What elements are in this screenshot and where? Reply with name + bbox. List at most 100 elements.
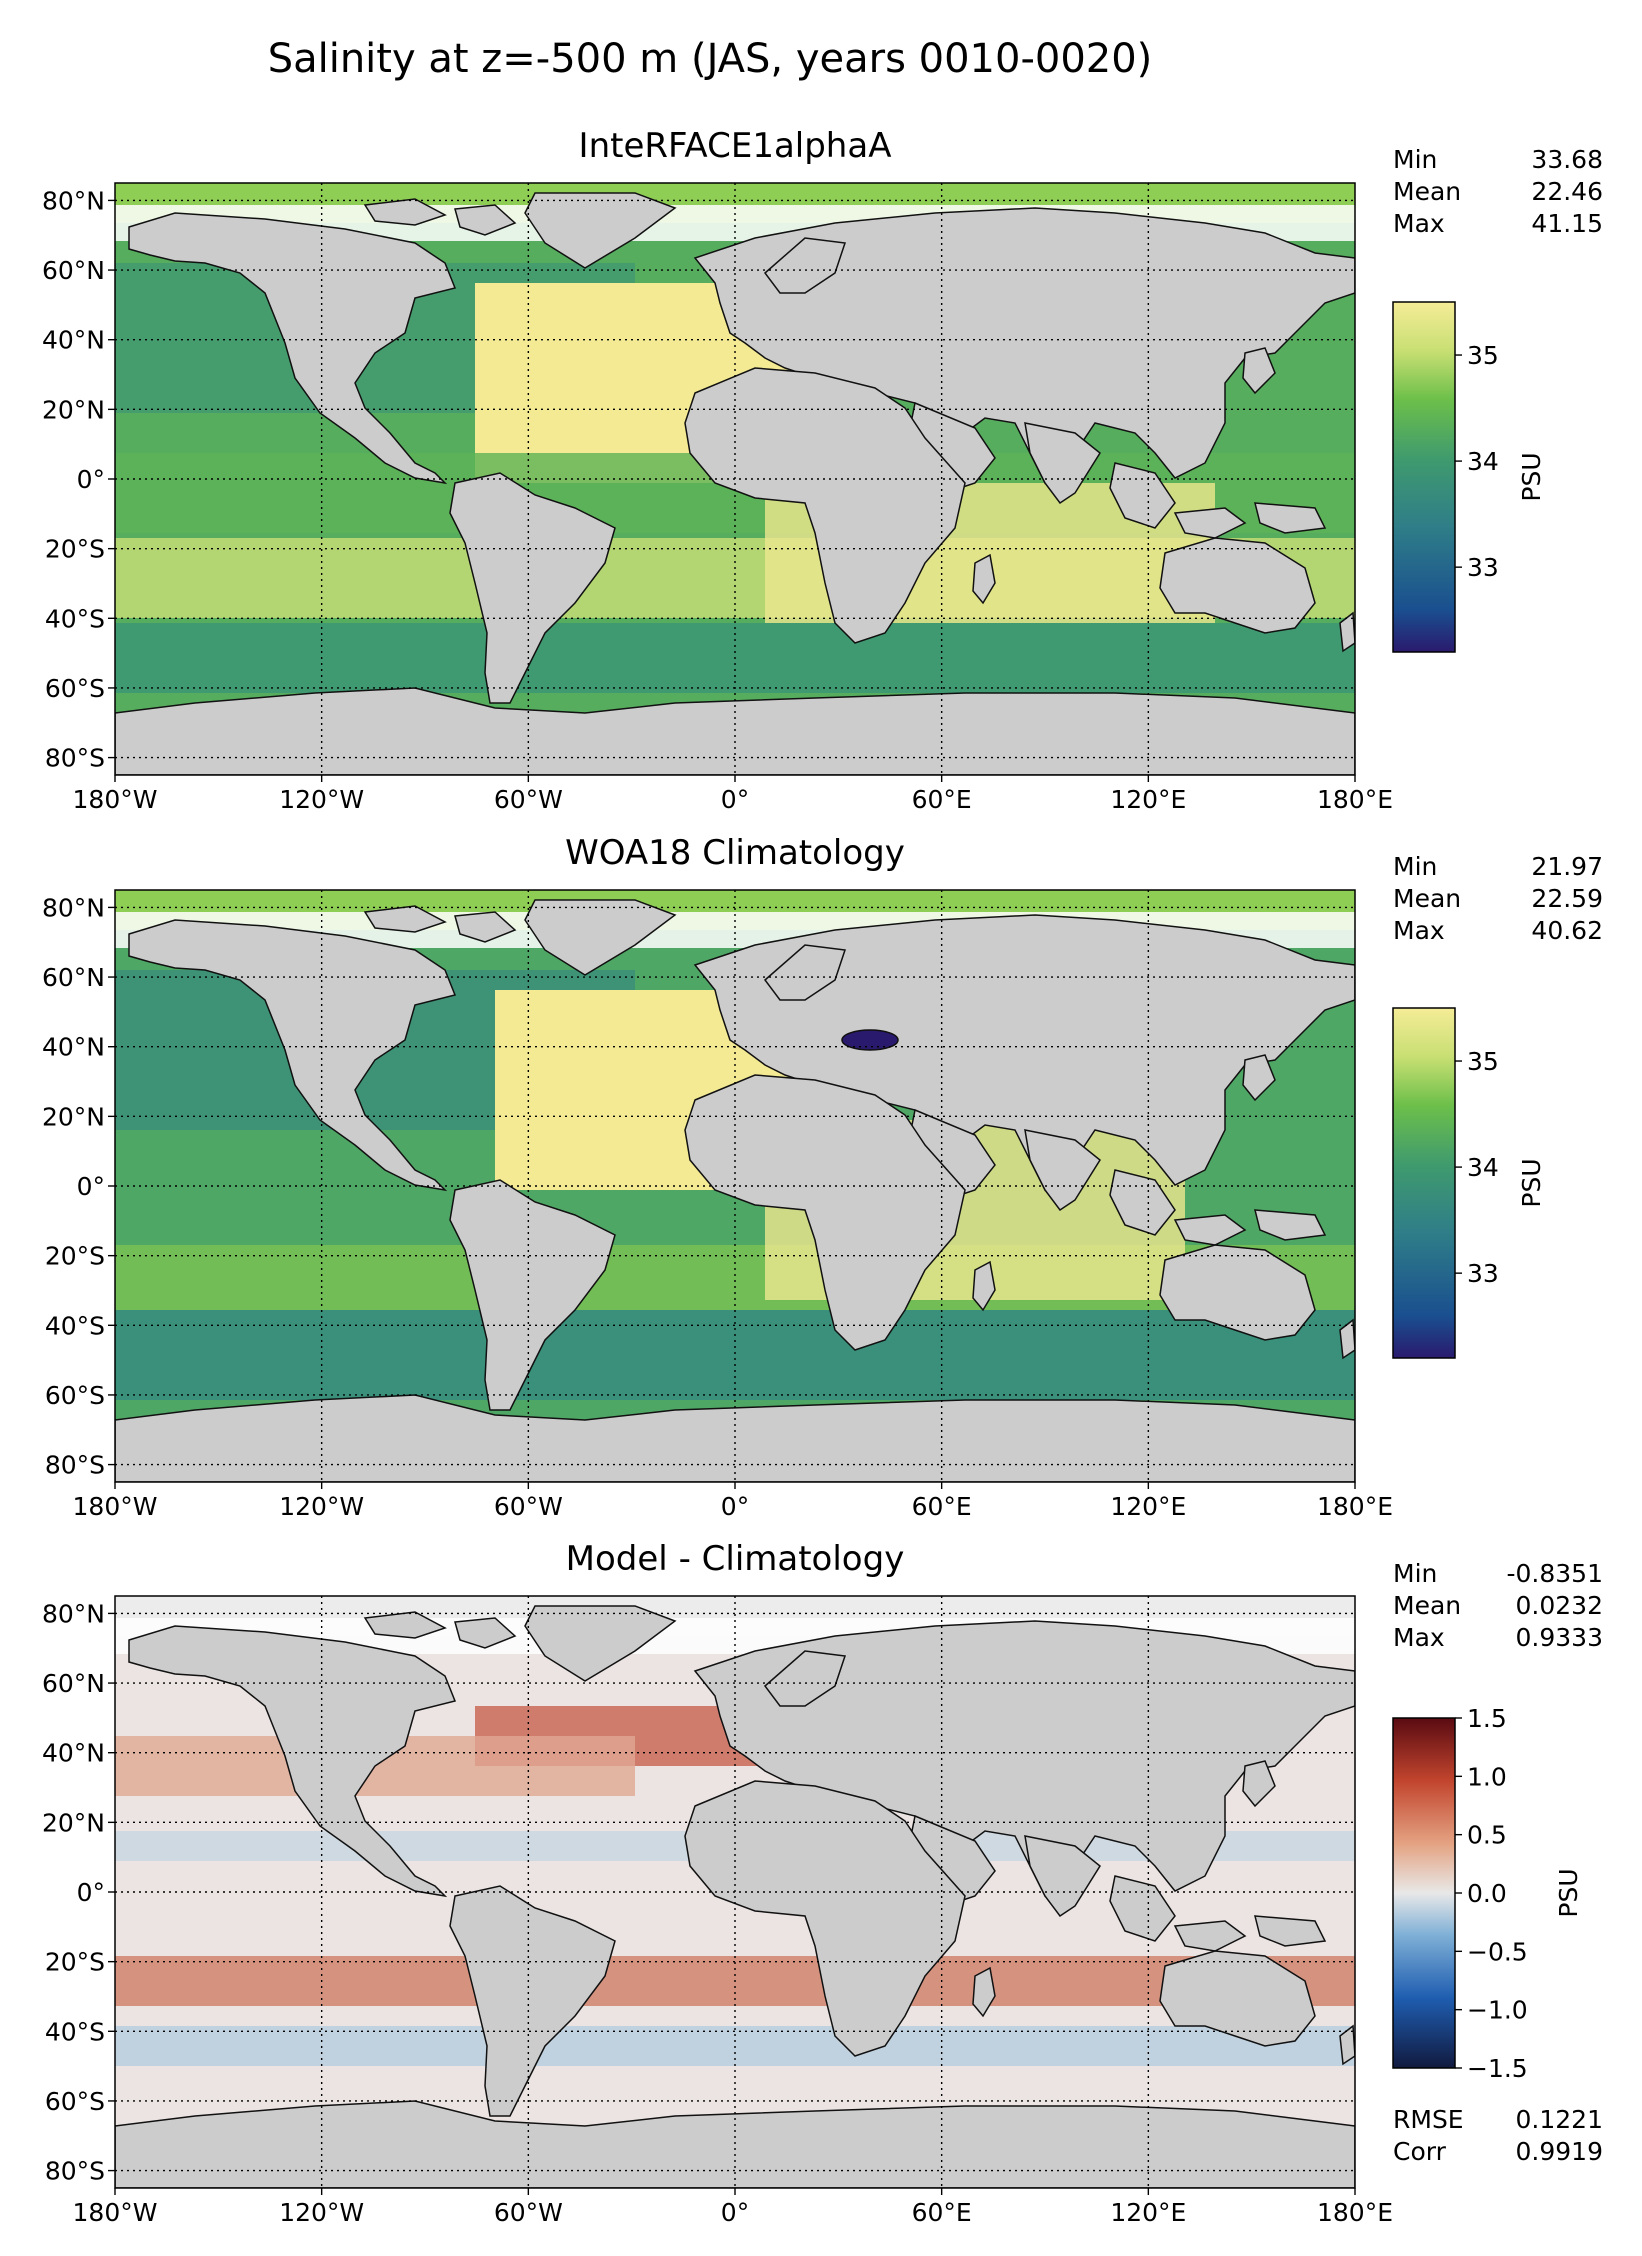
x-axis: 180°W 120°W 60°W 0° 60°E 120°E 180°E xyxy=(73,2188,1393,2227)
stat-label: Mean xyxy=(1393,177,1461,206)
x-tick-label: 180°E xyxy=(1317,2198,1393,2227)
y-tick-label: 40°N xyxy=(42,1033,105,1062)
gridlines xyxy=(115,183,1355,775)
panel-difference: Model - Climatology 80°N 60°N 40°N 20°N 0° 20… xyxy=(42,1539,1603,2227)
y-axis: 80°N 60°N 40°N 20°N 0° 20°S 40°S 60°S 80°S xyxy=(42,1599,115,2186)
x-tick-label: 120°E xyxy=(1110,1492,1186,1521)
y-tick-label: 40°N xyxy=(42,326,105,355)
stat-value: 0.9919 xyxy=(1516,2137,1603,2166)
y-tick-label: 0° xyxy=(77,1172,105,1201)
stat-label: Min xyxy=(1393,852,1437,881)
x-axis: 180°W 120°W 60°W 0° 60°E 120°E 180°E xyxy=(73,1482,1393,1521)
y-tick-label: 20°S xyxy=(45,1242,105,1271)
y-tick-label: 80°N xyxy=(42,1599,105,1628)
x-tick-label: 60°E xyxy=(912,2198,972,2227)
gridlines xyxy=(115,890,1355,1482)
y-tick-label: 40°S xyxy=(45,1311,105,1340)
y-tick-label: 60°S xyxy=(45,2087,105,2116)
stat-value: 0.1221 xyxy=(1516,2105,1603,2134)
x-tick-label: 180°W xyxy=(73,2198,158,2227)
x-axis: 180°W 120°W 60°W 0° 60°E 120°E 180°E xyxy=(73,775,1393,814)
colorbar-tick-label: 35 xyxy=(1467,341,1499,370)
colorbar-label: PSU xyxy=(1517,452,1546,501)
panel-title: InteRFACE1alphaA xyxy=(579,126,892,166)
y-axis: 80°N 60°N 40°N 20°N 0° 20°S 40°S 60°S 80°S xyxy=(42,186,115,773)
colorbar-gradient xyxy=(1392,301,1456,653)
stat-value: 0.0232 xyxy=(1516,1591,1603,1620)
stat-value: 22.46 xyxy=(1531,177,1603,206)
x-tick-label: 60°W xyxy=(494,785,563,814)
x-tick-label: 0° xyxy=(721,2198,749,2227)
colorbar-tick-label: 0.0 xyxy=(1467,1879,1507,1908)
y-tick-label: 40°S xyxy=(45,604,105,633)
stats-box: Min -0.8351 Mean 0.0232 Max 0.9333 xyxy=(1393,1559,1603,1652)
x-tick-label: 60°W xyxy=(494,1492,563,1521)
y-tick-label: 20°S xyxy=(45,1948,105,1977)
colorbar-tick-label: 35 xyxy=(1467,1047,1499,1076)
stats-box: Min 33.68 Mean 22.46 Max 41.15 xyxy=(1393,145,1603,238)
y-tick-label: 60°N xyxy=(42,256,105,285)
stat-label: Min xyxy=(1393,145,1437,174)
black-sea xyxy=(841,1029,899,1051)
colorbar-label: PSU xyxy=(1517,1158,1546,1207)
stat-value: 40.62 xyxy=(1531,916,1603,945)
y-tick-label: 0° xyxy=(77,1878,105,1907)
y-tick-label: 80°S xyxy=(45,1451,105,1480)
stat-label: Max xyxy=(1393,1623,1445,1652)
stat-label: RMSE xyxy=(1393,2105,1464,2134)
colorbar: 33 34 35 PSU xyxy=(1392,1007,1546,1359)
colorbar-label: PSU xyxy=(1554,1868,1583,1917)
x-tick-label: 60°E xyxy=(912,1492,972,1521)
y-tick-label: 20°S xyxy=(45,535,105,564)
x-tick-label: 0° xyxy=(721,1492,749,1521)
colorbar-tick-label: 1.0 xyxy=(1467,1762,1507,1791)
stat-label: Min xyxy=(1393,1559,1437,1588)
colorbar-tick-label: −1.0 xyxy=(1467,1996,1528,2025)
x-tick-label: 60°W xyxy=(494,2198,563,2227)
stat-label: Corr xyxy=(1393,2137,1447,2166)
figure-title: Salinity at z=-500 m (JAS, years 0010-00… xyxy=(268,36,1153,82)
y-tick-label: 20°N xyxy=(42,1102,105,1131)
colorbar-tick-label: −0.5 xyxy=(1467,1937,1528,1966)
y-tick-label: 0° xyxy=(77,465,105,494)
panel-climatology: WOA18 Climatology 80°N 60°N 40°N 20°N 0° 20°S… xyxy=(42,833,1603,1521)
x-tick-label: 180°W xyxy=(73,785,158,814)
x-tick-label: 60°E xyxy=(912,785,972,814)
y-tick-label: 60°N xyxy=(42,1669,105,1698)
y-axis: 80°N 60°N 40°N 20°N 0° 20°S 40°S 60°S 80°S xyxy=(42,893,115,1480)
x-tick-label: 120°W xyxy=(279,2198,364,2227)
stat-value: -0.8351 xyxy=(1507,1559,1604,1588)
extra-stats-box: RMSE 0.1221 Corr 0.9919 xyxy=(1393,2105,1603,2166)
stat-label: Mean xyxy=(1393,884,1461,913)
colorbar-gradient xyxy=(1392,1007,1456,1359)
stat-value: 21.97 xyxy=(1531,852,1603,881)
y-tick-label: 60°S xyxy=(45,674,105,703)
x-tick-label: 180°E xyxy=(1317,785,1393,814)
x-tick-label: 120°W xyxy=(279,785,364,814)
colorbar-tick-label: 1.5 xyxy=(1467,1704,1507,1733)
y-tick-label: 20°N xyxy=(42,1808,105,1837)
x-tick-label: 120°W xyxy=(279,1492,364,1521)
stat-value: 0.9333 xyxy=(1516,1623,1603,1652)
stat-value: 22.59 xyxy=(1531,884,1603,913)
gridlines xyxy=(115,1596,1355,2188)
panel-model: InteRFACE1alphaA 80°N 60°N 40°N 20°N 0° 20°S 4… xyxy=(42,126,1603,814)
colorbar-tick-label: 34 xyxy=(1467,1153,1499,1182)
stat-label: Mean xyxy=(1393,1591,1461,1620)
colorbar-tick-label: 34 xyxy=(1467,447,1499,476)
y-tick-label: 20°N xyxy=(42,395,105,424)
stat-value: 41.15 xyxy=(1531,209,1603,238)
panel-title: Model - Climatology xyxy=(566,1539,905,1579)
x-tick-label: 0° xyxy=(721,785,749,814)
y-tick-label: 80°N xyxy=(42,893,105,922)
colorbar-tick-label: 33 xyxy=(1467,553,1499,582)
colorbar: 1.5 1.0 0.5 0.0 −0.5 −1.0 −1.5 PSU xyxy=(1392,1704,1583,2083)
colorbar-tick-label: 0.5 xyxy=(1467,1821,1507,1850)
stat-label: Max xyxy=(1393,209,1445,238)
x-tick-label: 120°E xyxy=(1110,785,1186,814)
colorbar-tick-label: 33 xyxy=(1467,1259,1499,1288)
y-tick-label: 40°N xyxy=(42,1739,105,1768)
x-tick-label: 120°E xyxy=(1110,2198,1186,2227)
x-tick-label: 180°E xyxy=(1317,1492,1393,1521)
